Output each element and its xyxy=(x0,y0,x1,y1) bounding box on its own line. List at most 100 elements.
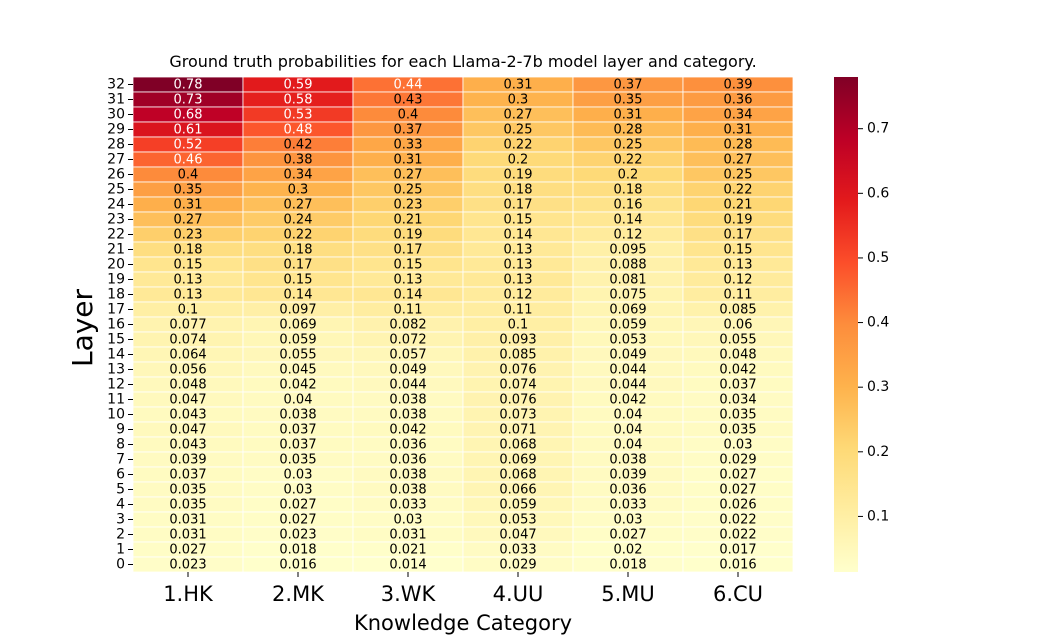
cell-value-label: 0.33 xyxy=(394,138,423,153)
y-tick-label: 1 xyxy=(116,542,125,558)
cell-value-label: 0.17 xyxy=(394,243,423,258)
cell-value-label: 0.031 xyxy=(389,528,426,543)
cell-value-label: 0.038 xyxy=(279,408,316,423)
cell-value-label: 0.026 xyxy=(719,498,756,513)
cell-value-label: 0.52 xyxy=(174,138,203,153)
x-axis-ticks: 1.HK 2.MK 3.WK 4.UU 5.MU 6.CU xyxy=(163,572,763,606)
cell-value-label: 0.25 xyxy=(504,123,533,138)
cell-value-label: 0.095 xyxy=(609,243,646,258)
cell-value-label: 0.064 xyxy=(169,348,206,363)
cell-value-label: 0.17 xyxy=(724,228,753,243)
cell-value-label: 0.18 xyxy=(504,183,533,198)
y-tick-label: 11 xyxy=(107,392,125,408)
cell-value-label: 0.25 xyxy=(724,168,753,183)
cell-value-label: 0.016 xyxy=(719,558,756,573)
y-tick-label: 28 xyxy=(107,137,125,153)
cell-value-label: 0.047 xyxy=(499,528,536,543)
cell-value-label: 0.055 xyxy=(719,333,756,348)
cell-value-label: 0.03 xyxy=(284,483,313,498)
colorbar-tick-label: 0.5 xyxy=(867,250,889,266)
cell-value-label: 0.059 xyxy=(279,333,316,348)
cell-value-label: 0.03 xyxy=(284,468,313,483)
cell-value-label: 0.076 xyxy=(499,393,536,408)
x-tick-label: 6.CU xyxy=(713,582,763,606)
cell-value-label: 0.016 xyxy=(279,558,316,573)
x-tick-label: 5.MU xyxy=(601,582,655,606)
cell-value-label: 0.27 xyxy=(284,198,313,213)
cell-value-label: 0.085 xyxy=(719,303,756,318)
cell-value-label: 0.14 xyxy=(284,288,313,303)
cell-value-label: 0.12 xyxy=(504,288,533,303)
cell-value-label: 0.068 xyxy=(499,468,536,483)
cell-value-label: 0.04 xyxy=(614,408,643,423)
cell-value-label: 0.038 xyxy=(609,453,646,468)
cell-value-label: 0.027 xyxy=(719,468,756,483)
cell-value-label: 0.37 xyxy=(614,78,643,93)
cell-value-label: 0.3 xyxy=(288,183,309,198)
y-tick-label: 14 xyxy=(107,347,125,363)
y-tick-label: 2 xyxy=(116,527,125,543)
cell-value-label: 0.033 xyxy=(389,498,426,513)
cell-value-label: 0.34 xyxy=(284,168,313,183)
cell-value-label: 0.038 xyxy=(389,483,426,498)
cell-value-label: 0.18 xyxy=(284,243,313,258)
cell-value-label: 0.023 xyxy=(169,558,206,573)
cell-value-label: 0.044 xyxy=(389,378,426,393)
y-tick-label: 13 xyxy=(107,362,125,378)
cell-value-label: 0.018 xyxy=(279,543,316,558)
cell-value-label: 0.34 xyxy=(724,108,753,123)
cell-value-label: 0.14 xyxy=(504,228,533,243)
cell-value-label: 0.06 xyxy=(724,318,753,333)
cell-value-label: 0.035 xyxy=(279,453,316,468)
colorbar xyxy=(834,77,858,572)
cell-value-label: 0.3 xyxy=(508,93,529,108)
cell-value-label: 0.042 xyxy=(719,363,756,378)
cell-value-label: 0.35 xyxy=(614,93,643,108)
cell-value-label: 0.46 xyxy=(174,153,203,168)
cell-value-label: 0.027 xyxy=(169,543,206,558)
cell-value-label: 0.038 xyxy=(389,468,426,483)
colorbar-tick-label: 0.6 xyxy=(867,185,889,201)
cell-value-label: 0.043 xyxy=(169,438,206,453)
cell-value-label: 0.021 xyxy=(389,543,426,558)
cell-value-label: 0.22 xyxy=(724,183,753,198)
cell-value-label: 0.02 xyxy=(614,543,643,558)
cell-value-label: 0.069 xyxy=(609,303,646,318)
cell-value-label: 0.59 xyxy=(284,78,313,93)
cell-value-label: 0.076 xyxy=(499,363,536,378)
cell-value-label: 0.071 xyxy=(499,423,536,438)
y-tick-label: 32 xyxy=(107,77,125,93)
cell-value-label: 0.58 xyxy=(284,93,313,108)
y-tick-label: 29 xyxy=(107,122,125,138)
cell-value-label: 0.035 xyxy=(719,423,756,438)
cell-value-label: 0.047 xyxy=(169,393,206,408)
cell-value-label: 0.035 xyxy=(169,483,206,498)
cell-value-label: 0.23 xyxy=(394,198,423,213)
cell-value-label: 0.073 xyxy=(499,408,536,423)
cell-value-label: 0.19 xyxy=(394,228,423,243)
cell-value-label: 0.077 xyxy=(169,318,206,333)
cell-value-label: 0.038 xyxy=(389,393,426,408)
cell-value-label: 0.066 xyxy=(499,483,536,498)
cell-value-label: 0.027 xyxy=(279,498,316,513)
cell-value-label: 0.36 xyxy=(724,93,753,108)
y-tick-label: 18 xyxy=(107,287,125,303)
y-tick-label: 15 xyxy=(107,332,125,348)
cell-value-label: 0.19 xyxy=(724,213,753,228)
cell-value-label: 0.027 xyxy=(609,528,646,543)
cell-value-label: 0.15 xyxy=(174,258,203,273)
cell-value-label: 0.24 xyxy=(284,213,313,228)
cell-value-label: 0.04 xyxy=(284,393,313,408)
cell-value-label: 0.023 xyxy=(279,528,316,543)
cell-value-label: 0.15 xyxy=(394,258,423,273)
cell-value-label: 0.031 xyxy=(169,513,206,528)
cell-value-label: 0.12 xyxy=(724,273,753,288)
y-tick-label: 10 xyxy=(107,407,125,423)
y-tick-label: 22 xyxy=(107,227,125,243)
cell-value-label: 0.2 xyxy=(508,153,529,168)
cell-value-label: 0.036 xyxy=(389,453,426,468)
y-tick-label: 25 xyxy=(107,182,125,198)
cell-value-label: 0.093 xyxy=(499,333,536,348)
cell-value-label: 0.18 xyxy=(174,243,203,258)
cell-value-label: 0.018 xyxy=(609,558,646,573)
